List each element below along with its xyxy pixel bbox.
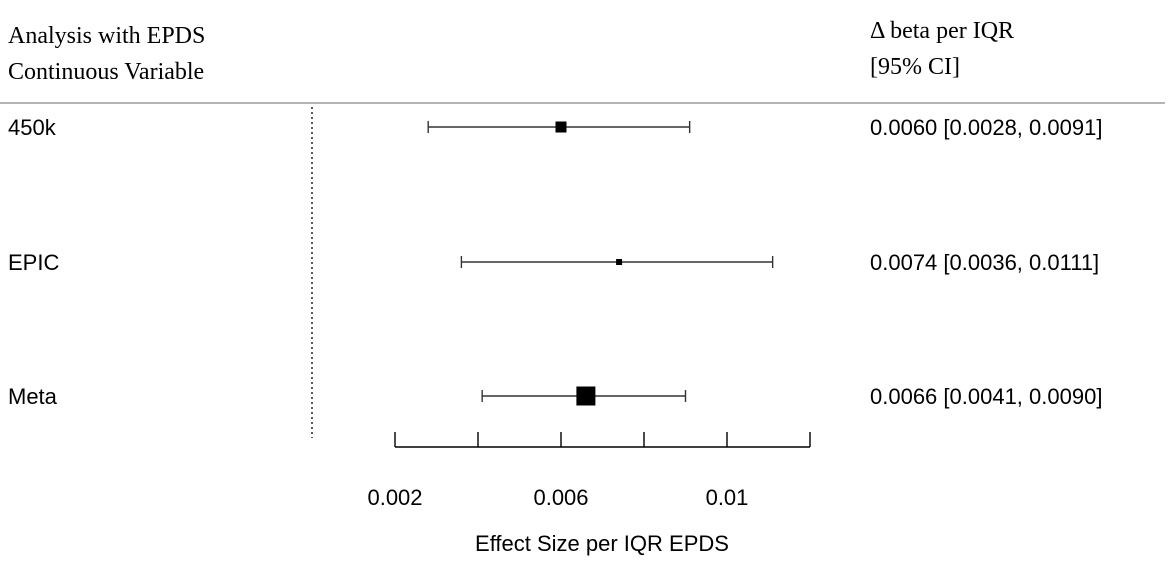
ci-text-meta: 0.0066 [0.0041, 0.0090] [870, 384, 1102, 409]
x-tick-label-0: 0.002 [367, 485, 422, 510]
row-label-450k: 450k [8, 115, 57, 140]
confidence-intervals [428, 121, 772, 406]
row-label-epic: EPIC [8, 250, 59, 275]
ci-text-column: 0.0060 [0.0028, 0.0091] 0.0074 [0.0036, 0… [870, 115, 1102, 409]
x-axis: 0.002 0.006 0.01 [367, 432, 810, 510]
ci-text-epic: 0.0074 [0.0036, 0.0111] [870, 250, 1099, 275]
row-label-meta: Meta [8, 384, 58, 409]
x-tick-label-4: 0.01 [706, 485, 749, 510]
header-left-line-2: Continuous Variable [8, 59, 204, 85]
header-right-line-2: [95% CI] [870, 54, 960, 80]
estimate-marker-meta [576, 387, 595, 406]
row-labels: 450k EPIC Meta [8, 115, 59, 409]
estimate-marker-epic [616, 259, 622, 265]
header-left-line-1: Analysis with EPDS [8, 23, 205, 49]
x-axis-title: Effect Size per IQR EPDS [475, 531, 729, 556]
x-tick-label-2: 0.006 [533, 485, 588, 510]
header-right-line-1: Δ beta per IQR [870, 18, 1014, 44]
estimate-marker-450k [556, 122, 567, 133]
ci-text-450k: 0.0060 [0.0028, 0.0091] [870, 115, 1102, 140]
